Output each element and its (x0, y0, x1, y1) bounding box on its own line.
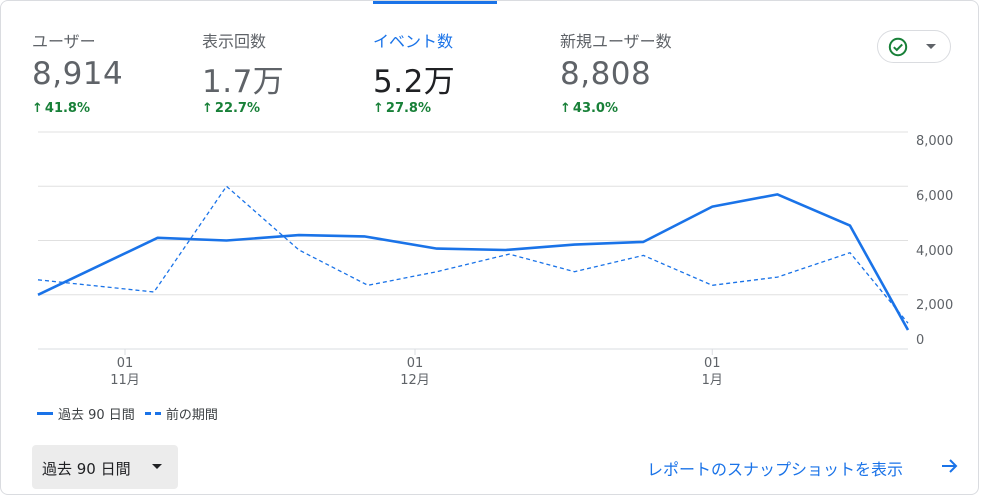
y-tick-label: 4,000 (916, 244, 953, 259)
y-tick-label: 0 (916, 333, 924, 348)
metric-value: 8,808 (560, 56, 652, 92)
arrow-right-icon[interactable] (941, 458, 959, 474)
x-tick-day-label: 01 (704, 356, 721, 371)
metric-label: 表示回数 (202, 32, 267, 51)
metric-delta: ↑ 22.7% (202, 101, 260, 116)
y-tick-label: 2,000 (916, 298, 953, 313)
y-tick-label: 8,000 (916, 134, 953, 149)
date-range-label: 過去 90 日間 (42, 460, 131, 478)
arrow-up-icon: ↑ (32, 101, 43, 116)
series-line-previous (37, 185, 909, 324)
line-chart: 8,000 6,000 4,000 2,000 0 01 11月 01 12月 01 1月 (37, 131, 953, 388)
metric-value: 8,914 (32, 56, 124, 92)
arrow-up-icon: ↑ (373, 101, 384, 116)
x-tick-month-label: 1月 (702, 373, 723, 388)
metric-value: 5.2万 (373, 64, 456, 100)
metric-delta-value: 27.8% (385, 101, 432, 116)
chevron-down-icon (152, 464, 162, 469)
dashed-line-swatch (144, 412, 161, 415)
metric-delta: ↑ 41.8% (32, 101, 90, 116)
metric-delta-value: 22.7% (214, 101, 261, 116)
x-tick-day-label: 01 (407, 356, 424, 371)
chart-legend: 過去 90 日間 前の期間 (37, 404, 228, 423)
legend-label: 前の期間 (165, 408, 218, 423)
metric-label: イベント数 (373, 32, 454, 51)
legend-label: 過去 90 日間 (58, 408, 135, 423)
chevron-down-icon (926, 44, 936, 49)
series-line-current (37, 193, 910, 331)
x-tick-month-label: 12月 (400, 373, 430, 388)
metric-tab-views[interactable]: 表示回数 1.7万 ↑ 22.7% (202, 1, 352, 126)
metric-tab-users[interactable]: ユーザー 8,914 ↑ 41.8% (32, 1, 182, 126)
legend-item-previous: 前の期間 (144, 404, 218, 423)
metric-label: ユーザー (32, 32, 96, 51)
active-metric-indicator (373, 1, 497, 4)
x-tick-month-label: 11月 (110, 373, 140, 388)
y-tick-label: 6,000 (916, 189, 953, 204)
metric-tab-events[interactable]: イベント数 5.2万 ↑ 27.8% (373, 1, 523, 126)
solid-line-swatch (37, 412, 53, 415)
legend-item-current: 過去 90 日間 (37, 404, 135, 423)
metric-label: 新規ユーザー数 (560, 32, 672, 51)
arrow-up-icon: ↑ (202, 101, 213, 116)
x-tick-day-label: 01 (117, 356, 134, 371)
metric-delta: ↑ 27.8% (373, 101, 431, 116)
check-circle-icon (888, 37, 908, 57)
metric-delta-value: 41.8% (44, 101, 91, 116)
insights-status-dropdown[interactable] (877, 30, 951, 63)
date-range-dropdown[interactable]: 過去 90 日間 (32, 445, 178, 489)
metric-delta: ↑ 43.0% (560, 101, 618, 116)
arrow-up-icon: ↑ (560, 101, 571, 116)
metric-delta-value: 43.0% (572, 101, 619, 116)
metric-value: 1.7万 (202, 64, 285, 100)
view-report-snapshot-link[interactable]: レポートのスナップショットを表示 (647, 460, 904, 479)
metric-tab-new-users[interactable]: 新規ユーザー数 8,808 ↑ 43.0% (560, 1, 730, 126)
